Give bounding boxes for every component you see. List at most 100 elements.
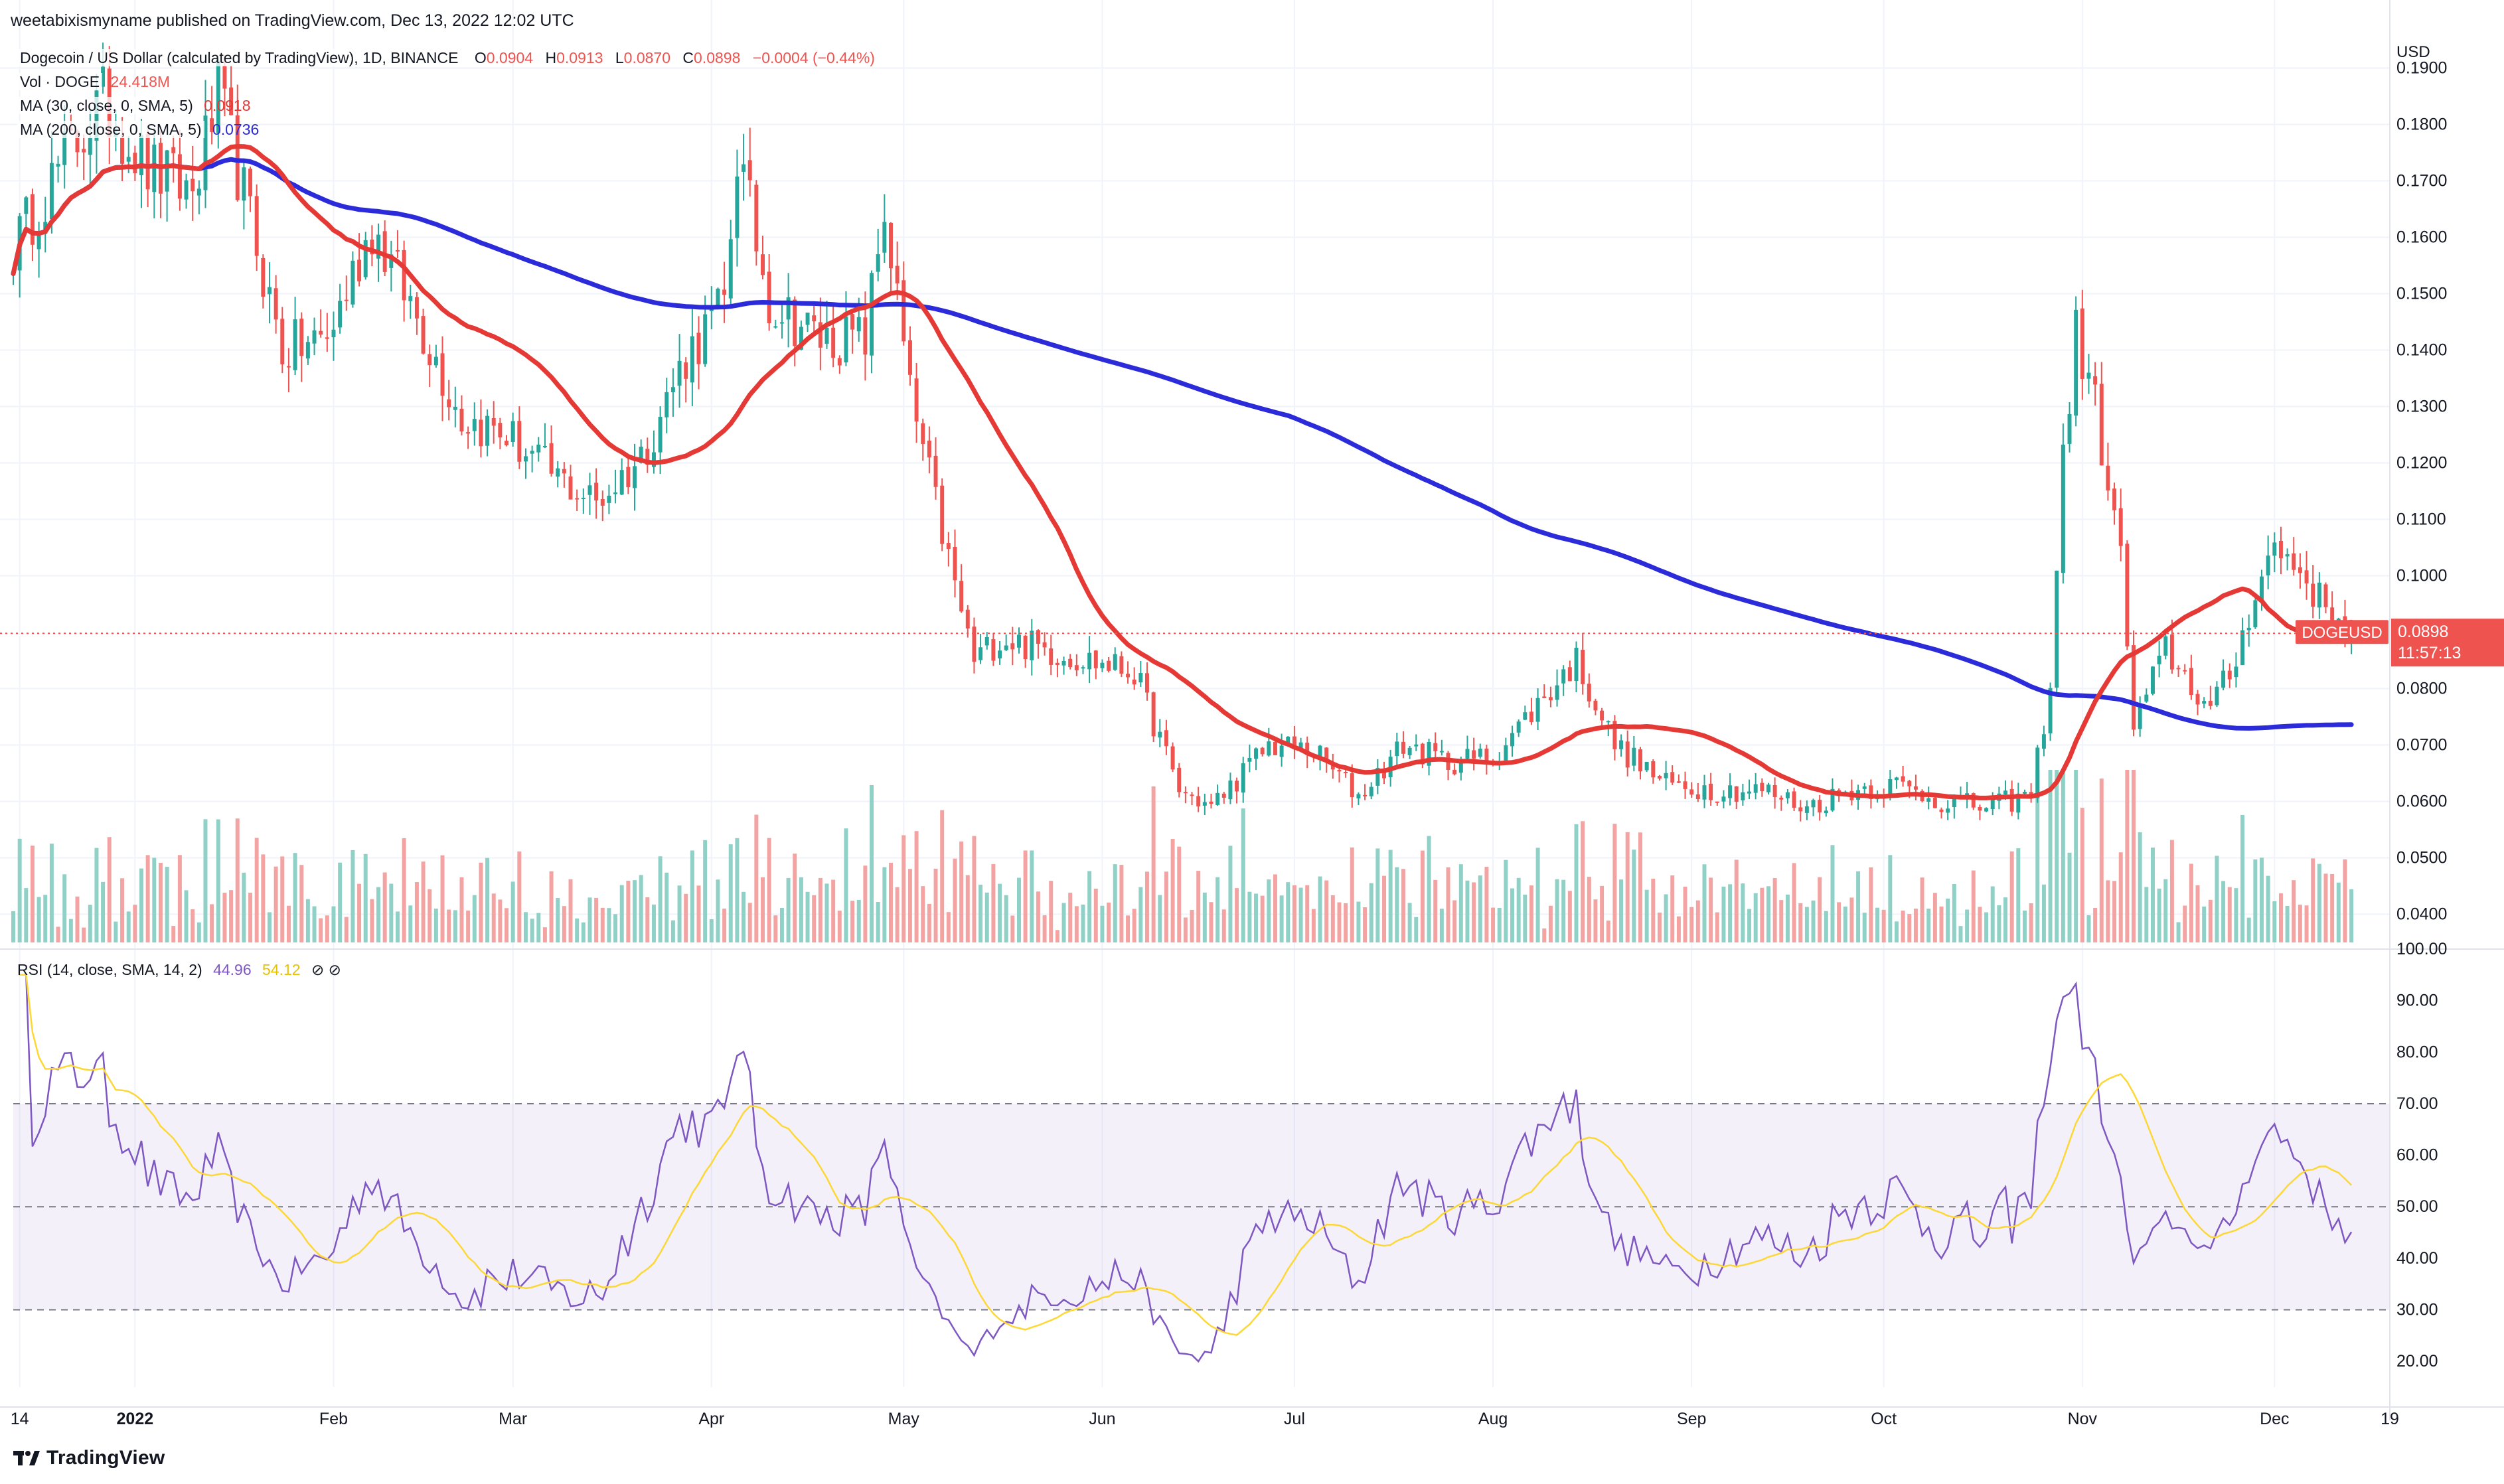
volume-bar bbox=[2195, 885, 2200, 942]
tradingview-logo[interactable]: TradingView bbox=[13, 1447, 165, 1469]
ohlc-low: 0.0870 bbox=[623, 49, 671, 66]
candle-body bbox=[1625, 741, 1630, 768]
rsi-visibility-icons[interactable]: ⊘ ⊘ bbox=[311, 961, 341, 978]
candle-body bbox=[466, 432, 471, 434]
candle-body bbox=[1439, 751, 1444, 753]
price-tick-label: 0.1500 bbox=[2396, 285, 2447, 303]
candle-body bbox=[1772, 784, 1777, 797]
currency-label: USD bbox=[2396, 43, 2430, 61]
volume-bar bbox=[1093, 889, 1098, 942]
candle-body bbox=[395, 250, 400, 252]
rsi-sma-line bbox=[19, 974, 2352, 1336]
candle-body bbox=[1401, 741, 1405, 754]
volume-bar bbox=[177, 855, 182, 942]
volume-bar bbox=[2138, 832, 2142, 942]
candle-body bbox=[428, 354, 432, 366]
volume-bar bbox=[1978, 907, 1982, 942]
candle-body bbox=[1144, 673, 1149, 693]
candle-body bbox=[684, 362, 688, 379]
tradingview-logo-icon bbox=[13, 1451, 40, 1465]
candle-body bbox=[2215, 686, 2219, 705]
volume-bar bbox=[152, 857, 157, 942]
volume-bar bbox=[998, 883, 1002, 942]
volume-bar bbox=[1196, 871, 1201, 942]
candle-body bbox=[1600, 710, 1604, 721]
candle-body bbox=[1567, 667, 1572, 682]
candle-body bbox=[1901, 776, 1905, 782]
volume-bar bbox=[1625, 832, 1630, 942]
candle-body bbox=[940, 485, 945, 544]
volume-bar bbox=[549, 871, 554, 942]
volume-bar bbox=[325, 915, 329, 942]
candle-body bbox=[1132, 679, 1136, 685]
symbol-title[interactable]: Dogecoin / US Dollar (calculated by Trad… bbox=[17, 49, 461, 66]
candle-body bbox=[2169, 634, 2174, 670]
volume-bar bbox=[2093, 908, 2098, 942]
candle-body bbox=[1292, 736, 1296, 749]
volume-bar bbox=[1612, 824, 1617, 942]
candle-body bbox=[1087, 652, 1092, 670]
volume-bar bbox=[1798, 903, 1803, 942]
volume-bar bbox=[639, 875, 643, 942]
volume-bar bbox=[812, 895, 817, 942]
ma30-legend[interactable]: MA (30, close, 0, SMA, 5) 0.0918 bbox=[17, 94, 251, 117]
volume-bar bbox=[1971, 870, 1976, 942]
volume-bar bbox=[2118, 852, 2123, 942]
candle-body bbox=[1190, 794, 1194, 796]
volume-bar bbox=[2106, 880, 2110, 942]
ma200-legend[interactable]: MA (200, close, 0, SMA, 5) 0.0736 bbox=[17, 118, 259, 141]
candle-body bbox=[171, 147, 176, 153]
volume-legend[interactable]: Vol · DOGE 24.418M bbox=[17, 70, 170, 93]
candle-body bbox=[254, 196, 259, 256]
volume-bar bbox=[1414, 917, 1419, 942]
volume-bar bbox=[37, 897, 41, 942]
candle-body bbox=[1074, 665, 1079, 670]
ohlc-low-label: L bbox=[615, 49, 624, 66]
volume-bar bbox=[2317, 863, 2321, 942]
candle-body bbox=[1420, 743, 1425, 765]
candle-body bbox=[703, 314, 708, 364]
candle-body bbox=[491, 417, 496, 426]
candle-body bbox=[165, 150, 169, 192]
volume-bar bbox=[1593, 899, 1598, 942]
volume-bar bbox=[1984, 912, 1989, 942]
candle-body bbox=[831, 327, 836, 358]
volume-bar bbox=[889, 862, 893, 942]
volume-bar bbox=[1619, 879, 1624, 942]
candle-body bbox=[242, 167, 246, 201]
volume-bar bbox=[357, 883, 362, 942]
candle-body bbox=[1542, 696, 1547, 698]
rsi-pane bbox=[0, 948, 2504, 1363]
candle-body bbox=[1638, 749, 1642, 772]
volume-bar bbox=[1087, 871, 1092, 942]
price-tick-label: 0.1200 bbox=[2396, 454, 2447, 473]
candle-body bbox=[696, 333, 701, 364]
volume-bar bbox=[203, 819, 208, 942]
candle-body bbox=[293, 319, 297, 370]
volume-bar bbox=[677, 885, 682, 942]
price-tick-label: 0.1600 bbox=[2396, 228, 2447, 247]
candle-body bbox=[722, 289, 727, 295]
volume-bar bbox=[1548, 905, 1553, 942]
volume-bar bbox=[43, 895, 48, 942]
candle-body bbox=[965, 609, 970, 629]
price-tick-label: 0.1300 bbox=[2396, 398, 2447, 416]
volume-bar bbox=[972, 836, 977, 942]
volume-bar bbox=[389, 883, 394, 942]
volume-legend-label: Vol · DOGE bbox=[17, 73, 103, 90]
volume-bar bbox=[690, 850, 694, 942]
candle-body bbox=[677, 360, 682, 386]
ohlc-close: 0.0898 bbox=[694, 49, 741, 66]
candle-body bbox=[530, 451, 534, 454]
rsi-legend[interactable]: RSI (14, close, SMA, 14, 2) 44.96 54.12 … bbox=[17, 958, 341, 981]
candle-body bbox=[517, 421, 522, 462]
volume-bar bbox=[1369, 883, 1373, 942]
volume-bar bbox=[1081, 904, 1085, 942]
candle-body bbox=[1215, 792, 1220, 805]
candle-body bbox=[331, 329, 336, 338]
candle-body bbox=[1741, 792, 1745, 800]
volume-bar bbox=[1901, 911, 1905, 942]
volume-bar bbox=[1869, 867, 1873, 942]
volume-bar bbox=[1439, 909, 1444, 942]
volume-bar bbox=[2041, 884, 2046, 942]
